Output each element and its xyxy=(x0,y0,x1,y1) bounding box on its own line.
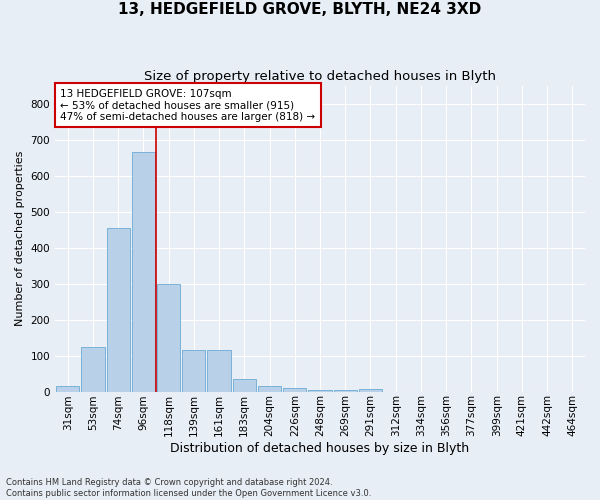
Text: Contains HM Land Registry data © Crown copyright and database right 2024.
Contai: Contains HM Land Registry data © Crown c… xyxy=(6,478,371,498)
Bar xyxy=(107,228,130,392)
Text: 13, HEDGEFIELD GROVE, BLYTH, NE24 3XD: 13, HEDGEFIELD GROVE, BLYTH, NE24 3XD xyxy=(118,2,482,18)
Bar xyxy=(132,152,155,392)
Text: 13 HEDGEFIELD GROVE: 107sqm
← 53% of detached houses are smaller (915)
47% of se: 13 HEDGEFIELD GROVE: 107sqm ← 53% of det… xyxy=(61,88,316,122)
Bar xyxy=(56,386,79,392)
Bar xyxy=(208,350,230,392)
Bar xyxy=(258,386,281,392)
Bar xyxy=(308,390,332,392)
Bar xyxy=(359,388,382,392)
Bar xyxy=(334,390,357,392)
Y-axis label: Number of detached properties: Number of detached properties xyxy=(15,151,25,326)
X-axis label: Distribution of detached houses by size in Blyth: Distribution of detached houses by size … xyxy=(170,442,470,455)
Bar xyxy=(182,350,205,392)
Bar xyxy=(157,284,180,392)
Bar xyxy=(233,379,256,392)
Bar xyxy=(283,388,307,392)
Bar xyxy=(81,346,104,392)
Title: Size of property relative to detached houses in Blyth: Size of property relative to detached ho… xyxy=(144,70,496,83)
